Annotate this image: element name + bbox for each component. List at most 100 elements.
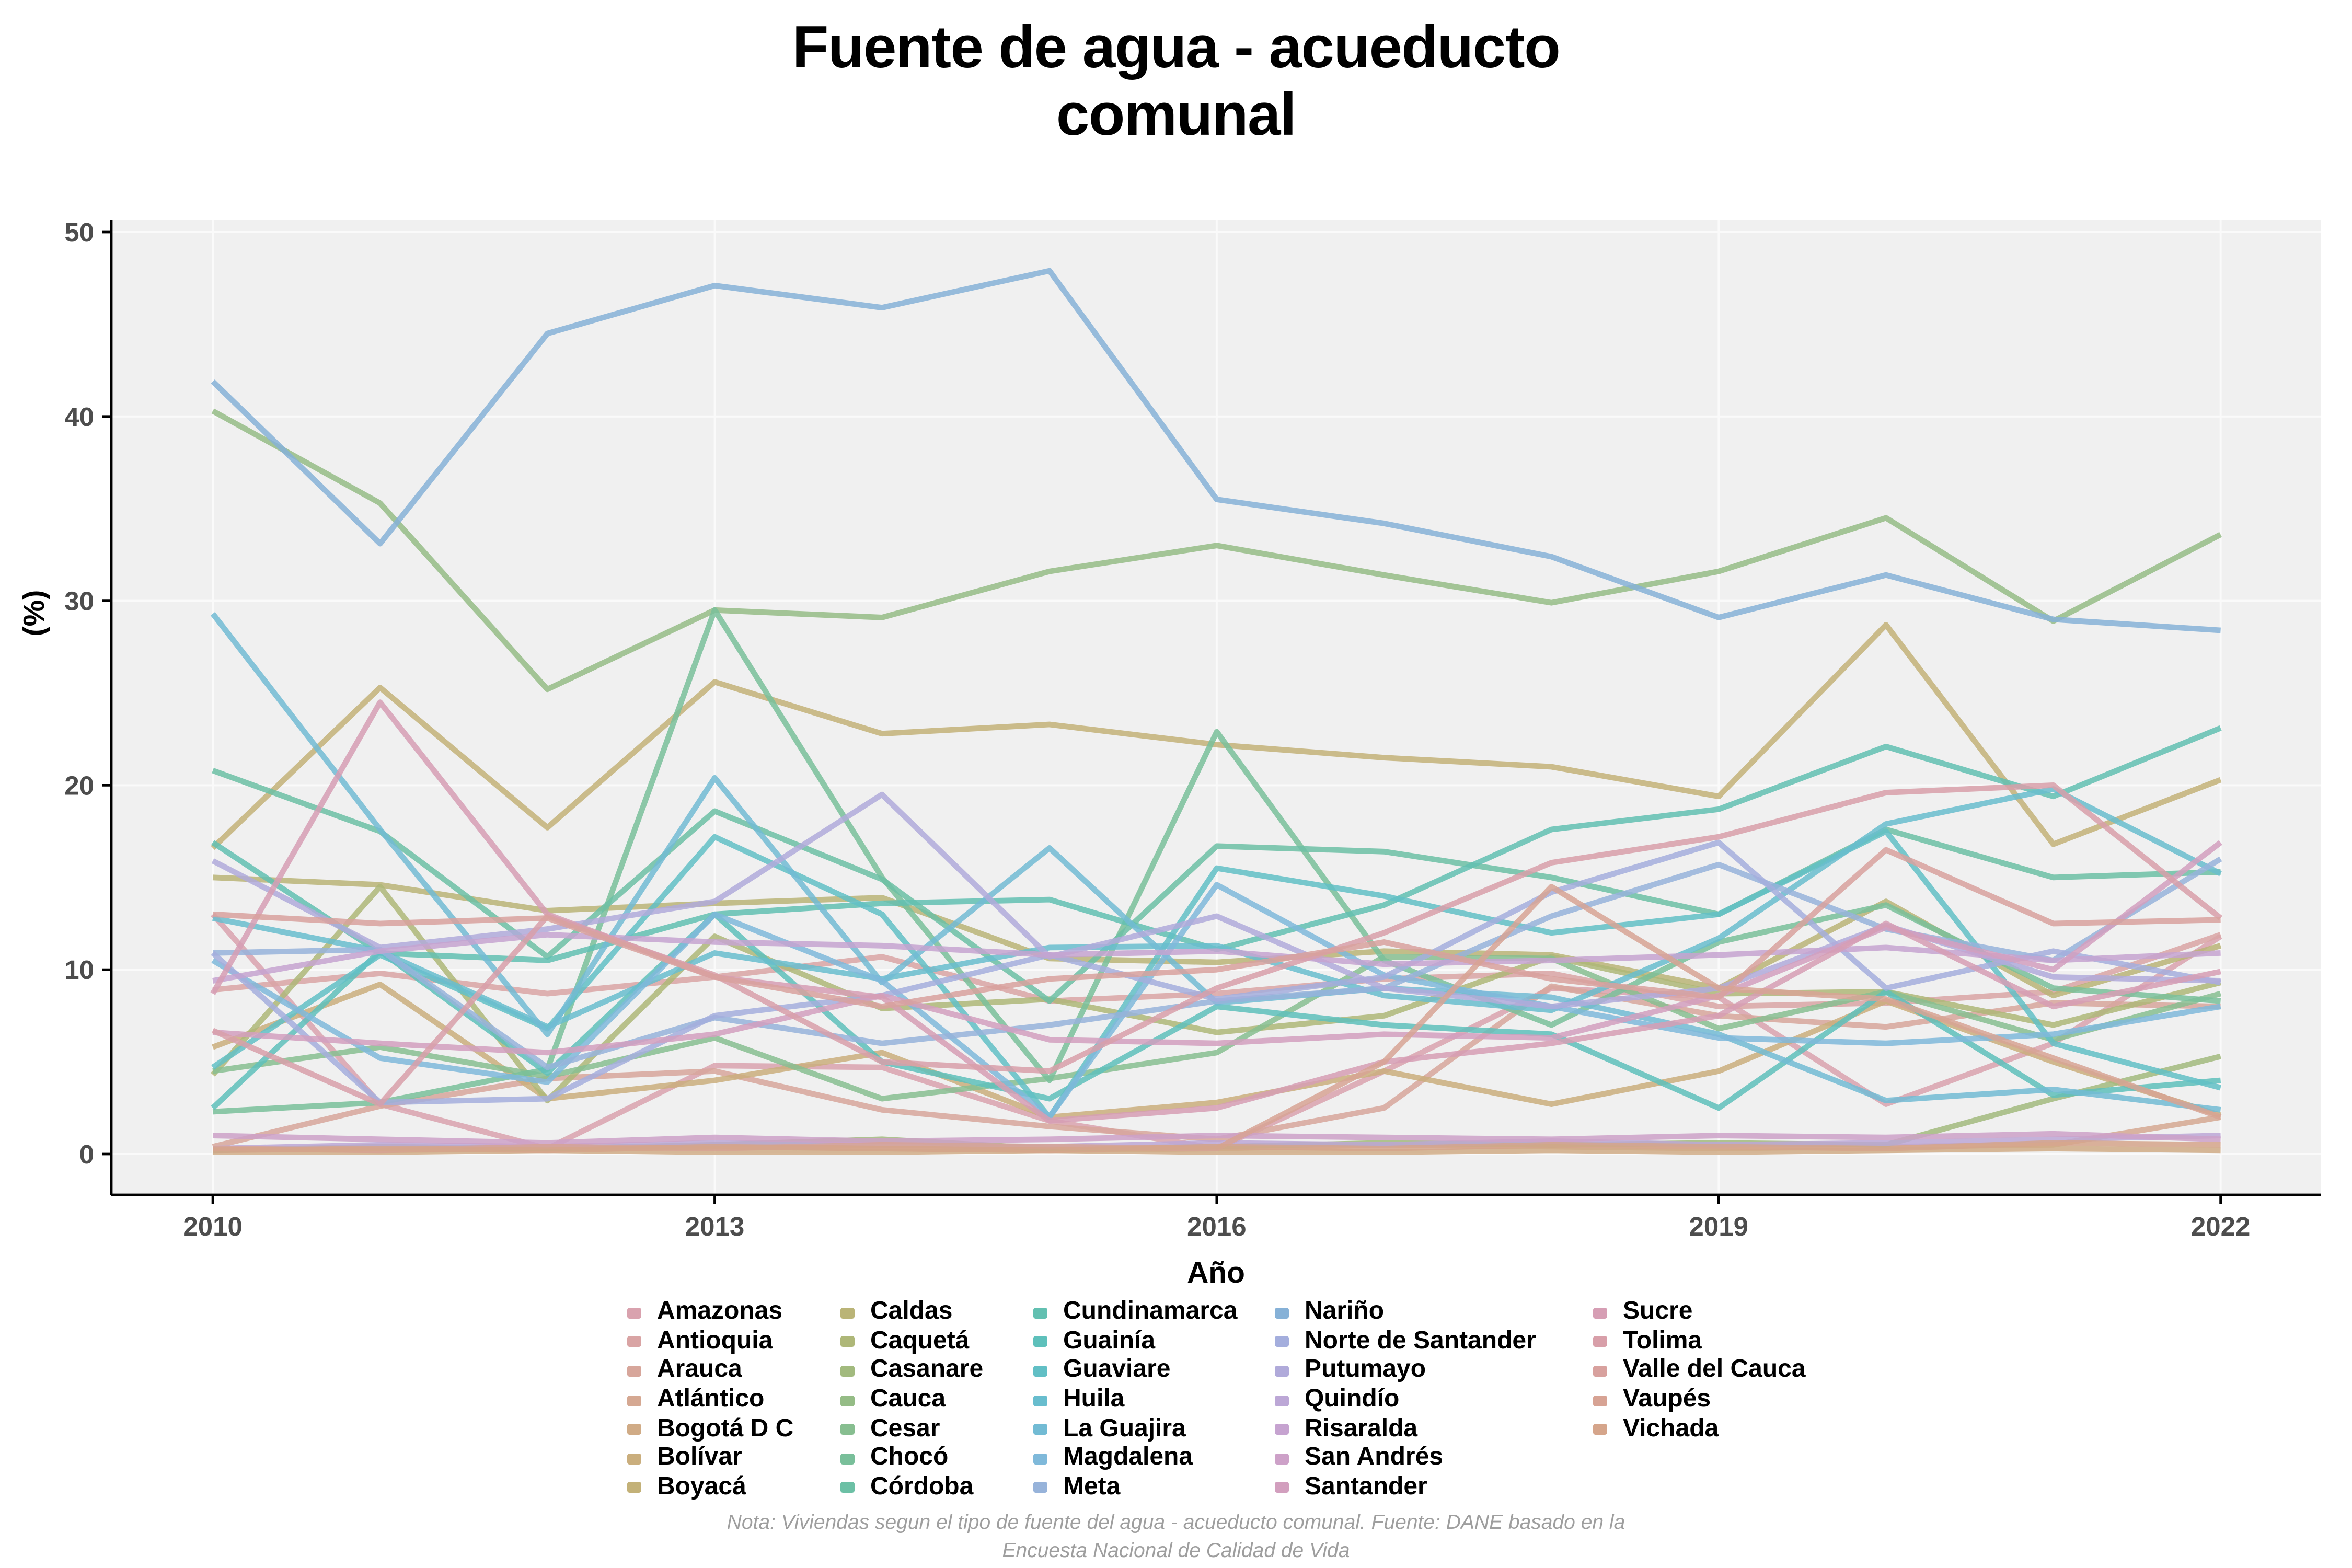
legend-swatch-icon [1275, 1365, 1289, 1377]
y-tick-label-40: 40 [64, 402, 94, 432]
legend-label: Arauca [657, 1357, 742, 1384]
legend-swatch-icon [627, 1307, 641, 1319]
legend-item-Nariño: Nariño [1275, 1298, 1536, 1328]
legend-swatch-icon [1275, 1336, 1289, 1348]
legend-label: Córdoba [870, 1473, 974, 1501]
legend-item-Norte de Santander: Norte de Santander [1275, 1328, 1536, 1357]
legend-swatch-icon [1033, 1365, 1047, 1377]
legend-swatch-icon [627, 1424, 641, 1435]
legend-swatch-icon [627, 1336, 641, 1348]
legend-label: Guainía [1063, 1328, 1156, 1355]
legend-item-Antioquia: Antioquia [627, 1328, 793, 1357]
legend-column-3: Cundinamarca Guainía Guaviare Huila La Guaji… [1033, 1298, 1237, 1502]
legend-swatch-icon [1593, 1365, 1607, 1377]
x-tick-label-2010: 2010 [183, 1212, 242, 1241]
legend-swatch-icon [840, 1365, 855, 1377]
legend-item-Cesar: Cesar [840, 1415, 983, 1444]
legend-item-Santander: Santander [1275, 1473, 1536, 1503]
legend-label: Caquetá [870, 1328, 970, 1355]
legend-item-Valle del Cauca: Valle del Cauca [1593, 1357, 1806, 1386]
y-tick-label-0: 0 [79, 1139, 94, 1169]
legend-item-Guaviare: Guaviare [1033, 1357, 1237, 1386]
legend-swatch-icon [1275, 1394, 1289, 1406]
legend-swatch-icon [840, 1307, 855, 1319]
legend-item-Amazonas: Amazonas [627, 1298, 793, 1328]
legend-label: Atlántico [657, 1386, 765, 1413]
legend-swatch-icon [840, 1453, 855, 1465]
legend-label: Vichada [1623, 1415, 1719, 1443]
legend-label: Norte de Santander [1305, 1328, 1536, 1355]
legend-item-San Andrés: San Andrés [1275, 1444, 1536, 1473]
legend-item-Arauca: Arauca [627, 1357, 793, 1386]
legend-label: Putumayo [1305, 1357, 1426, 1384]
legend-label: Cundinamarca [1063, 1298, 1238, 1325]
legend-swatch-icon [840, 1424, 855, 1435]
legend-swatch-icon [1033, 1336, 1047, 1348]
legend-label: Tolima [1623, 1328, 1702, 1355]
legend-item-Guainía: Guainía [1033, 1328, 1237, 1357]
legend-column-4: Nariño Norte de Santander Putumayo Quindío R… [1275, 1298, 1536, 1502]
legend-swatch-icon [1033, 1482, 1047, 1494]
legend-item-Sucre: Sucre [1593, 1298, 1806, 1328]
legend-swatch-icon [1593, 1307, 1607, 1319]
x-tick-label-2016: 2016 [1187, 1212, 1246, 1241]
legend-label: Cauca [870, 1386, 946, 1413]
legend-label: Meta [1063, 1473, 1121, 1501]
legend-item-Bogotá D C: Bogotá D C [627, 1415, 793, 1444]
series-line-San Andrés [212, 1131, 2221, 1146]
legend-item-Meta: Meta [1033, 1473, 1237, 1503]
legend-item-Córdoba: Córdoba [840, 1473, 983, 1503]
legend-item-Tolima: Tolima [1593, 1328, 1806, 1357]
legend-swatch-icon [1593, 1394, 1607, 1406]
legend-label: Nariño [1305, 1298, 1385, 1325]
legend-item-Bolívar: Bolívar [627, 1444, 793, 1473]
legend-swatch-icon [1593, 1336, 1607, 1348]
legend-label: Santander [1305, 1473, 1427, 1501]
legend-swatch-icon [1033, 1307, 1047, 1319]
y-tick-label-50: 50 [64, 217, 94, 247]
x-tick-label-2022: 2022 [2191, 1212, 2250, 1241]
legend-swatch-icon [627, 1365, 641, 1377]
series-line-Vichada [213, 1140, 2221, 1154]
legend-item-Vichada: Vichada [1593, 1415, 1806, 1444]
legend-label: Caldas [870, 1298, 953, 1325]
legend-label: Sucre [1623, 1298, 1693, 1325]
legend-item-Casanare: Casanare [840, 1357, 983, 1386]
x-axis-title: Año [1187, 1256, 1245, 1289]
legend-item-Chocó: Chocó [840, 1444, 983, 1473]
series-line-Nariño [211, 268, 2221, 633]
legend-item-Putumayo: Putumayo [1275, 1357, 1536, 1386]
legend-item-Cauca: Cauca [840, 1386, 983, 1415]
legend-swatch-icon [627, 1453, 641, 1465]
y-axis-title: (%) [17, 590, 51, 637]
series-line-Norte de Santander [211, 839, 2221, 1105]
legend-item-Quindío: Quindío [1275, 1386, 1536, 1415]
legend-column-5: Sucre Tolima Valle del Cauca Vaupés Vichada [1593, 1298, 1806, 1444]
legend-label: Bogotá D C [657, 1415, 794, 1443]
legend-swatch-icon [1275, 1424, 1289, 1435]
x-tick-label-2013: 2013 [685, 1212, 744, 1241]
legend-item-Magdalena: Magdalena [1033, 1444, 1237, 1473]
legend-swatch-icon [840, 1394, 855, 1406]
legend-label: Chocó [870, 1444, 949, 1471]
legend-swatch-icon [1593, 1424, 1607, 1435]
legend-label: Quindío [1305, 1386, 1400, 1413]
legend-swatch-icon [1033, 1453, 1047, 1465]
legend-item-Huila: Huila [1033, 1386, 1237, 1415]
legend-swatch-icon [840, 1336, 855, 1348]
legend-label: Risaralda [1305, 1415, 1418, 1443]
legend-swatch-icon [1275, 1482, 1289, 1494]
legend-item-Risaralda: Risaralda [1275, 1415, 1536, 1444]
chart-title: Fuente de agua - acueducto comunal [792, 16, 1561, 149]
x-tick-label-2019: 2019 [1689, 1212, 1748, 1241]
legend-label: Vaupés [1623, 1386, 1711, 1413]
legend-label: Guaviare [1063, 1357, 1171, 1384]
legend-swatch-icon [1275, 1307, 1289, 1319]
legend-column-1: Amazonas Antioquia Arauca Atlántico Bogotá D… [627, 1298, 793, 1502]
y-tick-label-10: 10 [64, 955, 94, 985]
legend-item-Atlántico: Atlántico [627, 1386, 793, 1415]
legend-label: Amazonas [657, 1298, 783, 1325]
legend-label: Boyacá [657, 1473, 746, 1501]
